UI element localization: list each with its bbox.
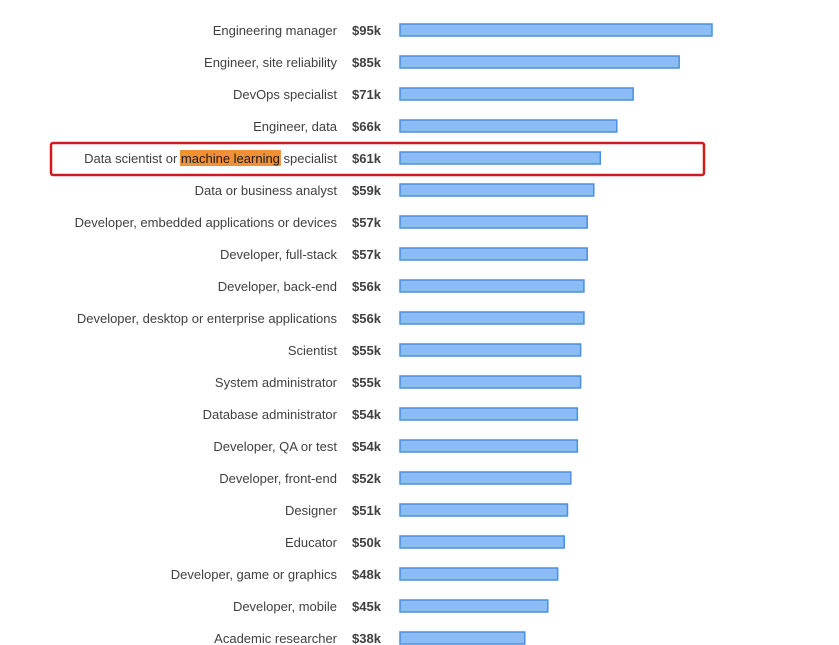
category-label: Developer, back-end bbox=[218, 279, 337, 294]
category-label: Database administrator bbox=[203, 407, 338, 422]
category-label: Developer, desktop or enterprise applica… bbox=[77, 311, 338, 326]
category-label: Developer, QA or test bbox=[213, 439, 337, 454]
value-label: $85k bbox=[352, 55, 382, 70]
category-label: Engineering manager bbox=[213, 23, 338, 38]
chart-rows: Engineering manager $95k Engineer, site re… bbox=[49, 23, 713, 645]
value-label: $59k bbox=[352, 183, 382, 198]
category-label: Data or business analyst bbox=[195, 183, 338, 198]
value-label: $54k bbox=[352, 439, 382, 454]
bar bbox=[399, 439, 579, 453]
category-label: Developer, front-end bbox=[219, 471, 337, 486]
highlighted-term: machine learning bbox=[181, 151, 280, 166]
category-label: Developer, mobile bbox=[233, 599, 337, 614]
value-label: $45k bbox=[352, 599, 382, 614]
bar bbox=[399, 87, 634, 101]
category-label: System administrator bbox=[215, 375, 338, 390]
value-label: $71k bbox=[352, 87, 382, 102]
value-label: $50k bbox=[352, 535, 382, 550]
value-label: $52k bbox=[352, 471, 382, 486]
bar bbox=[399, 375, 582, 389]
value-label: $51k bbox=[352, 503, 382, 518]
bar bbox=[399, 343, 582, 357]
bar bbox=[399, 183, 595, 197]
bar bbox=[399, 535, 565, 549]
bar bbox=[399, 119, 618, 133]
category-label: Engineer, data bbox=[253, 119, 338, 134]
bar bbox=[399, 23, 713, 37]
bar bbox=[399, 599, 549, 613]
bar bbox=[399, 471, 572, 485]
bar bbox=[399, 215, 588, 229]
bar bbox=[399, 567, 559, 581]
bar bbox=[399, 279, 585, 293]
category-label: Academic researcher bbox=[214, 631, 337, 645]
value-label: $57k bbox=[352, 247, 382, 262]
highlight-box bbox=[49, 141, 706, 177]
value-label: $56k bbox=[352, 279, 382, 294]
category-label-part: specialist bbox=[280, 151, 337, 166]
bar bbox=[399, 247, 588, 261]
bar bbox=[399, 151, 602, 165]
category-label: Engineer, site reliability bbox=[204, 55, 337, 70]
text-highlight bbox=[179, 150, 281, 166]
bar bbox=[399, 311, 585, 325]
value-label: $38k bbox=[352, 631, 382, 645]
value-label: $54k bbox=[352, 407, 382, 422]
category-label: DevOps specialist bbox=[233, 87, 337, 102]
bar bbox=[399, 407, 579, 421]
category-label: Educator bbox=[285, 535, 338, 550]
category-label: Designer bbox=[285, 503, 338, 518]
value-label: $56k bbox=[352, 311, 382, 326]
value-label: $57k bbox=[352, 215, 382, 230]
category-label: Developer, full-stack bbox=[220, 247, 338, 262]
bar bbox=[399, 631, 526, 645]
value-label: $61k bbox=[352, 151, 382, 166]
category-label: Developer, game or graphics bbox=[171, 567, 338, 582]
value-label: $48k bbox=[352, 567, 382, 582]
bar bbox=[399, 503, 569, 517]
category-label: Scientist bbox=[288, 343, 338, 358]
bar bbox=[399, 55, 680, 69]
value-label: $95k bbox=[352, 23, 382, 38]
value-label: $55k bbox=[352, 343, 382, 358]
category-label: Data scientist or machine learning speci… bbox=[84, 151, 337, 166]
category-label: Developer, embedded applications or devi… bbox=[75, 215, 338, 230]
value-label: $55k bbox=[352, 375, 382, 390]
category-label-part: Data scientist or bbox=[84, 151, 181, 166]
value-label: $66k bbox=[352, 119, 382, 134]
